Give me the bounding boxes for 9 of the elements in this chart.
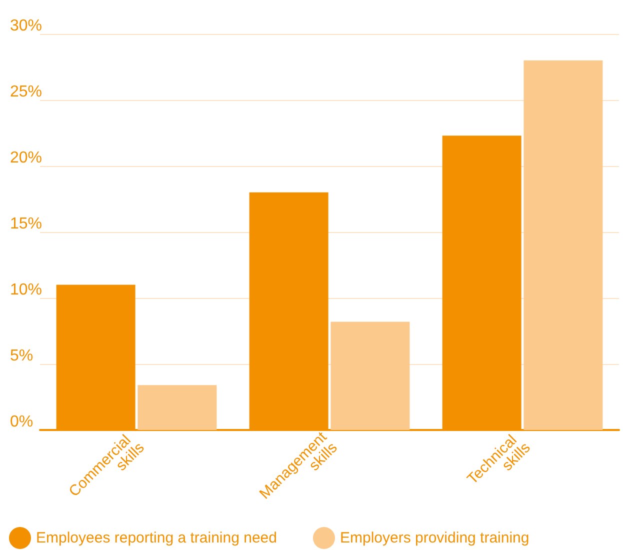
y-tick-label: 10% <box>10 282 42 298</box>
legend-label: Employers providing training <box>340 530 530 546</box>
y-tick-label: 30% <box>10 18 42 34</box>
y-tick-label: 25% <box>10 84 42 100</box>
y-tick-label: 0% <box>10 414 34 430</box>
legend-label: Employees reporting a training need <box>36 530 277 546</box>
y-tick-label: 5% <box>10 348 34 364</box>
y-tick-label: 15% <box>10 216 42 232</box>
y-tick-label: 20% <box>10 150 42 166</box>
